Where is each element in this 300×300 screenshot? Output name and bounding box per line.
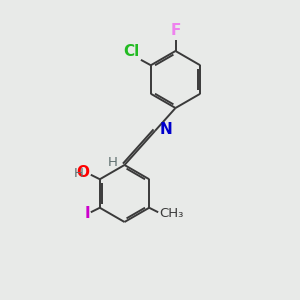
Text: CH₃: CH₃ xyxy=(159,207,184,220)
Text: F: F xyxy=(170,23,181,38)
Text: Cl: Cl xyxy=(124,44,140,59)
Text: N: N xyxy=(160,122,172,137)
Text: O: O xyxy=(76,165,89,180)
Text: H: H xyxy=(74,167,83,180)
Text: I: I xyxy=(84,206,90,221)
Text: H: H xyxy=(108,156,118,169)
